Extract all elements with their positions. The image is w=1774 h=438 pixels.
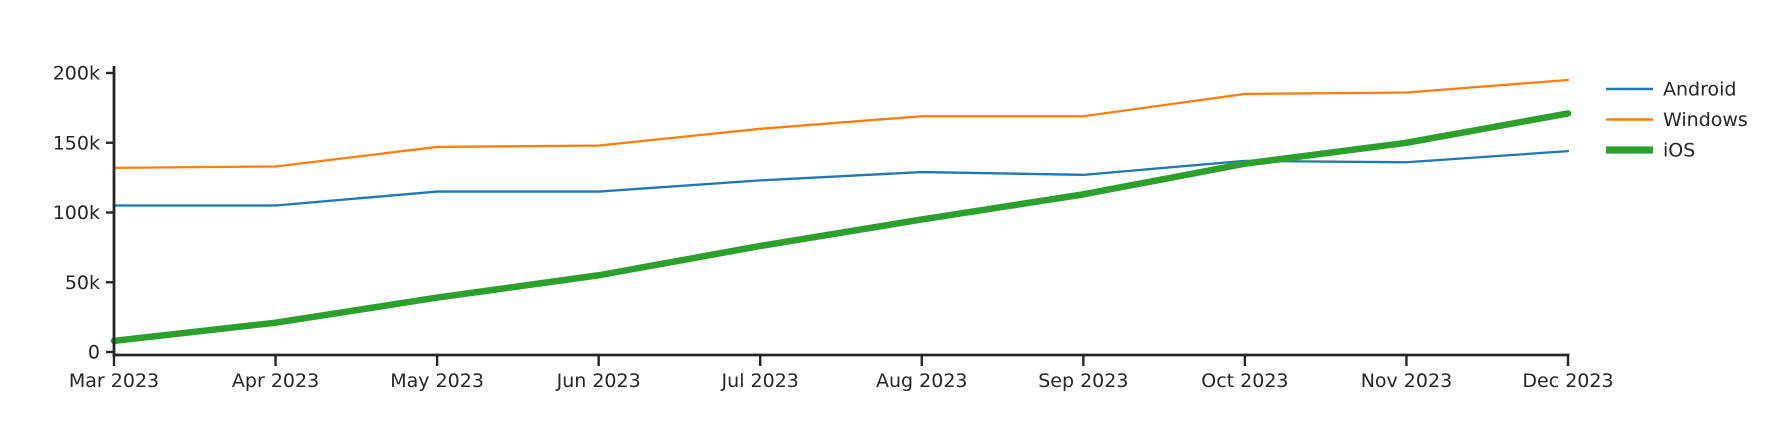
legend-item-ios: iOS	[1606, 140, 1695, 162]
x-tick-label: Jul 2023	[721, 370, 799, 392]
legend: Android Windows iOS	[1606, 79, 1748, 162]
axes	[106, 66, 1570, 366]
y-tick-label: 100k	[53, 202, 100, 224]
series-line-ios	[110, 110, 1572, 345]
x-tick-label: Apr 2023	[232, 370, 319, 392]
x-axis-tick-labels: Mar 2023 Apr 2023 May 2023 Jun 2023 Jul 2023…	[69, 370, 1614, 392]
x-tick-label: Jun 2023	[556, 370, 641, 392]
series-line-windows	[112, 78, 1570, 170]
legend-label: iOS	[1663, 140, 1695, 162]
y-axis-tick-labels: 0 50k 100k 150k 200k	[53, 63, 100, 364]
y-tick-label: 50k	[65, 272, 100, 294]
y-tick-label: 200k	[53, 63, 100, 85]
x-tick-label: May 2023	[390, 370, 484, 392]
legend-label: Android	[1663, 79, 1736, 101]
x-tick-label: Mar 2023	[69, 370, 159, 392]
series-line-android	[112, 149, 1570, 207]
series-lines	[110, 78, 1572, 345]
y-tick-label: 150k	[53, 132, 100, 154]
x-tick-label: Dec 2023	[1522, 370, 1613, 392]
x-tick-label: Aug 2023	[876, 370, 968, 392]
legend-item-android: Android	[1606, 79, 1736, 101]
x-tick-label: Sep 2023	[1038, 370, 1128, 392]
x-tick-label: Oct 2023	[1201, 370, 1288, 392]
x-tick-label: Nov 2023	[1361, 370, 1452, 392]
legend-label: Windows	[1663, 109, 1748, 131]
y-tick-label: 0	[88, 342, 100, 364]
legend-item-windows: Windows	[1606, 109, 1748, 131]
